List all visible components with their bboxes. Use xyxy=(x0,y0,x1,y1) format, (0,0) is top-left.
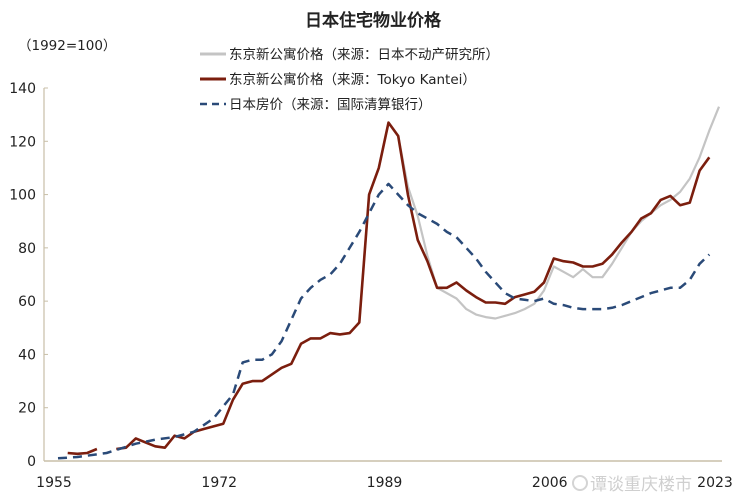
watermark: 谭谈重庆楼市 xyxy=(572,475,692,495)
y-tick-label: 60 xyxy=(18,294,36,310)
legend-label: 东京新公寓价格（来源：日本不动产研究所） xyxy=(229,46,499,63)
x-tick-label: 1955 xyxy=(36,475,72,491)
x-tick-label: 1989 xyxy=(367,475,403,491)
y-tick-label: 20 xyxy=(18,401,36,417)
x-tick-label: 2006 xyxy=(532,475,568,491)
series-group xyxy=(57,106,721,460)
y-tick-label: 0 xyxy=(27,454,36,470)
y-tick-label: 80 xyxy=(18,241,36,257)
legend-label: 东京新公寓价格（来源：Tokyo Kantei） xyxy=(229,71,476,88)
axes: 0 20 40 60 80 100 120 140 1955 1972 1989 2006 2023 xyxy=(9,81,733,491)
unit-label: （1992=100） xyxy=(18,38,116,54)
series-line-1 xyxy=(67,121,711,456)
x-tick-label: 1972 xyxy=(201,475,237,491)
weibo-icon xyxy=(572,475,588,491)
y-tick-label: 40 xyxy=(18,347,36,363)
y-tick-label: 140 xyxy=(9,81,36,97)
legend-label: 日本房价（来源：国际清算银行） xyxy=(229,97,432,113)
watermark-text: 谭谈重庆楼市 xyxy=(590,475,692,495)
legend: 东京新公寓价格（来源：日本不动产研究所） 东京新公寓价格（来源：Tokyo Kan… xyxy=(200,46,499,113)
series-line-0 xyxy=(358,106,721,323)
chart-title: 日本住宅物业价格 xyxy=(305,10,442,31)
series-line-2 xyxy=(57,182,711,460)
y-tick-label: 100 xyxy=(9,188,36,204)
y-tick-label: 120 xyxy=(9,134,36,150)
x-tick-label: 2023 xyxy=(697,475,733,491)
